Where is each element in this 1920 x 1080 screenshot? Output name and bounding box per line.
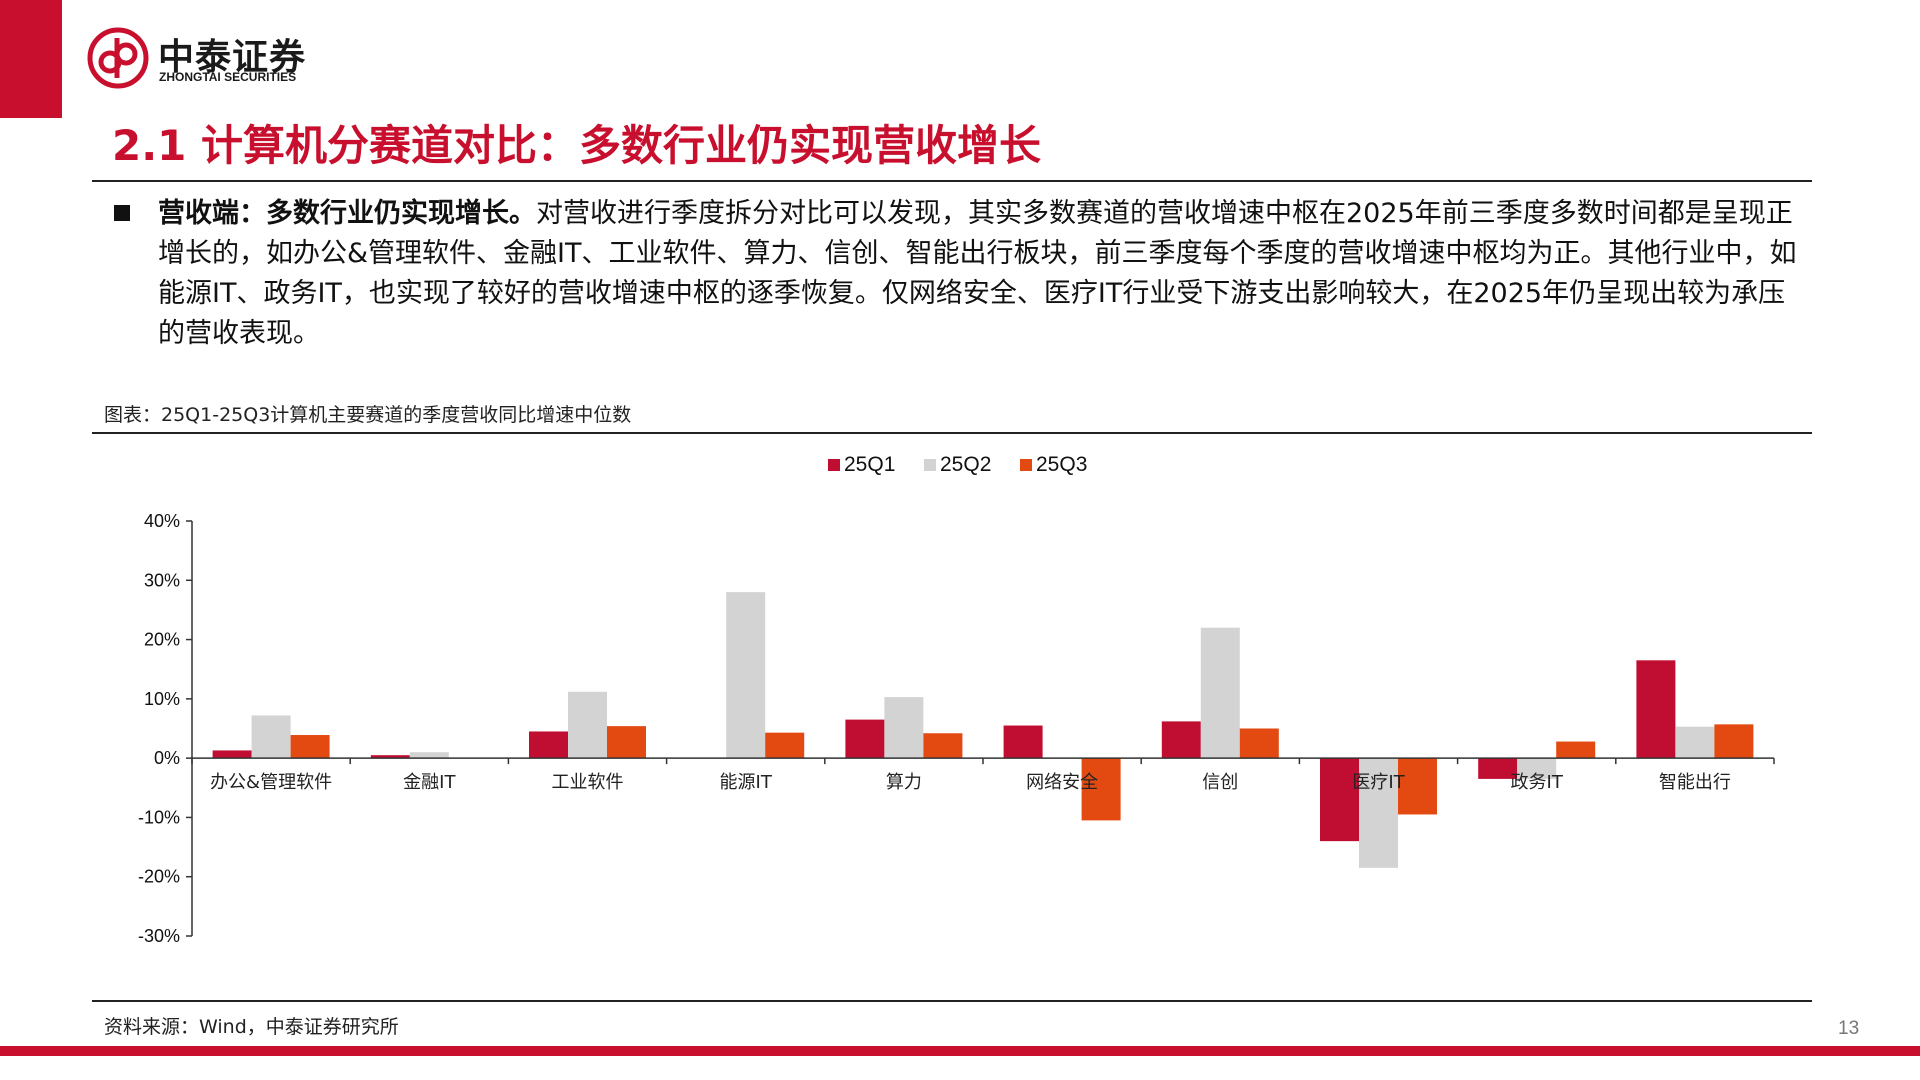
y-tick-label: -10%	[138, 807, 180, 827]
figure-title: 图表：25Q1-25Q3计算机主要赛道的季度营收同比增速中位数	[104, 404, 632, 426]
bar-25q1	[1320, 758, 1359, 842]
company-logo: 中泰证券 ZHONGTAI SECURITIES	[86, 24, 346, 92]
bullet-square-icon	[114, 205, 130, 221]
page-number: 13	[1838, 1018, 1860, 1039]
bar-25q3	[1714, 724, 1754, 759]
bar-25q3	[1556, 741, 1596, 759]
bar-25q2	[251, 715, 291, 759]
legend-swatch-25q2	[924, 459, 936, 471]
body-paragraph: 营收端：多数行业仍实现增长。对营收进行季度拆分对比可以发现，其实多数赛道的营收增…	[158, 194, 1808, 354]
figure-top-rule	[92, 432, 1812, 434]
bar-25q1	[212, 750, 252, 759]
bar-25q1	[370, 755, 410, 759]
x-category-label: 智能出行	[1659, 772, 1731, 793]
revenue-growth-bar-chart: 40% 30% 20% 10% 0% -10% -20% -30% 办公&管理软件 金融IT 工业软…	[138, 453, 1775, 946]
y-tick-label: 30%	[144, 570, 180, 590]
y-tick-label: 10%	[144, 689, 180, 709]
bar-25q1	[1636, 660, 1676, 759]
y-tick-label: -30%	[138, 926, 180, 946]
x-category-label: 网络安全	[1026, 772, 1098, 793]
y-tick-label: 20%	[144, 630, 180, 650]
x-category-label: 工业软件	[552, 772, 624, 793]
bar-25q2	[726, 592, 766, 759]
y-tick-label: 40%	[144, 511, 180, 531]
bar-25q3	[1239, 728, 1279, 759]
figure-source: 资料来源：Wind，中泰证券研究所	[104, 1016, 399, 1038]
figure-bottom-rule	[92, 1000, 1812, 1002]
x-category-label: 信创	[1202, 772, 1238, 793]
bar-25q2	[409, 752, 449, 759]
bar-25q2	[1200, 627, 1240, 759]
logo-english-name: ZHONGTAI SECURITIES	[159, 70, 297, 84]
logo-chinese-name: 中泰证券	[158, 37, 307, 78]
legend-label-25q1: 25Q1	[844, 453, 895, 476]
bar-25q2	[1359, 758, 1398, 868]
bar-25q3	[607, 726, 646, 759]
body-lead: 营收端：多数行业仍实现增长。	[158, 198, 536, 229]
y-tick-label: 0%	[154, 748, 180, 768]
title-divider	[92, 180, 1812, 182]
bar-25q2	[568, 691, 607, 759]
bar-25q3	[1081, 758, 1121, 821]
bar-25q1	[1478, 758, 1518, 779]
bar-25q1	[1003, 725, 1043, 759]
y-tick-label: -20%	[138, 867, 180, 887]
legend-swatch-25q1	[828, 459, 840, 471]
bar-25q3	[290, 735, 330, 759]
bar-25q3	[1398, 758, 1437, 815]
body-text: 对营收进行季度拆分对比可以发现，其实多数赛道的营收增速中枢在2025年前三季度多…	[158, 198, 1797, 349]
bar-25q1	[845, 719, 885, 759]
x-category-label: 金融IT	[403, 772, 456, 793]
x-category-label: 算力	[886, 772, 922, 793]
legend-label-25q3: 25Q3	[1036, 453, 1087, 476]
legend-label-25q2: 25Q2	[940, 453, 991, 476]
x-category-label: 医疗IT	[1352, 772, 1405, 793]
x-category-label: 办公&管理软件	[210, 772, 332, 793]
x-category-label: 政务IT	[1511, 772, 1564, 793]
bar-25q2	[884, 697, 924, 759]
legend-swatch-25q3	[1020, 459, 1032, 471]
page-title: 2.1 计算机分赛道对比：多数行业仍实现营收增长	[112, 121, 1042, 170]
bar-25q2	[1675, 726, 1715, 759]
bar-25q1	[529, 731, 568, 759]
zhongtai-logo-icon	[87, 27, 149, 89]
x-category-label: 能源IT	[720, 772, 773, 793]
header-accent-bar	[0, 0, 62, 118]
bar-25q3	[923, 733, 963, 759]
bar-25q1	[1161, 721, 1201, 759]
bar-25q2	[1517, 758, 1557, 779]
bar-25q3	[765, 732, 805, 759]
footer-accent-bar	[0, 1046, 1920, 1056]
